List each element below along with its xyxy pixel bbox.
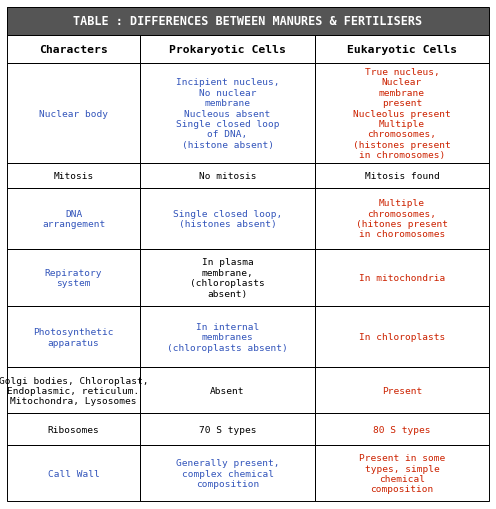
Text: Call Wall: Call Wall bbox=[48, 469, 100, 478]
Bar bbox=[315, 249, 489, 306]
Text: Multiple
chromosomes,
(hitones present
in choromosomes: Multiple chromosomes, (hitones present i… bbox=[356, 199, 448, 239]
Bar bbox=[7, 249, 140, 306]
Bar bbox=[7, 64, 140, 164]
Bar bbox=[140, 164, 315, 188]
Text: Present: Present bbox=[382, 386, 422, 395]
Bar bbox=[315, 36, 489, 64]
Bar bbox=[7, 249, 140, 306]
Text: Repiratory
system: Repiratory system bbox=[45, 268, 102, 288]
Bar bbox=[315, 306, 489, 367]
Bar bbox=[315, 64, 489, 164]
Text: Ribosomes: Ribosomes bbox=[48, 425, 100, 434]
Bar bbox=[315, 164, 489, 188]
Bar bbox=[140, 367, 315, 413]
Bar bbox=[315, 36, 489, 64]
Text: In chloroplasts: In chloroplasts bbox=[359, 333, 445, 342]
Text: No mitosis: No mitosis bbox=[199, 172, 256, 181]
Bar bbox=[315, 367, 489, 413]
Bar bbox=[315, 188, 489, 249]
Bar bbox=[7, 164, 140, 188]
Bar bbox=[7, 306, 140, 367]
Bar bbox=[140, 306, 315, 367]
Bar bbox=[140, 413, 315, 445]
Text: DNA
arrangement: DNA arrangement bbox=[42, 209, 105, 229]
Bar bbox=[315, 413, 489, 445]
Text: Mitosis: Mitosis bbox=[54, 172, 94, 181]
Text: TABLE : DIFFERENCES BETWEEN MANURES & FERTILISERS: TABLE : DIFFERENCES BETWEEN MANURES & FE… bbox=[73, 15, 423, 28]
Bar bbox=[140, 413, 315, 445]
Bar bbox=[7, 64, 140, 164]
Bar bbox=[315, 249, 489, 306]
Bar bbox=[140, 249, 315, 306]
Text: In mitochondria: In mitochondria bbox=[359, 273, 445, 282]
Text: Absent: Absent bbox=[210, 386, 245, 395]
Bar bbox=[7, 188, 140, 249]
Bar bbox=[315, 445, 489, 501]
Text: 70 S types: 70 S types bbox=[199, 425, 256, 434]
Bar bbox=[7, 445, 140, 501]
Bar bbox=[140, 188, 315, 249]
Bar bbox=[7, 367, 140, 413]
Bar bbox=[315, 413, 489, 445]
Bar bbox=[315, 306, 489, 367]
Bar bbox=[140, 64, 315, 164]
Bar bbox=[7, 445, 140, 501]
Bar bbox=[140, 64, 315, 164]
Bar bbox=[315, 445, 489, 501]
Text: Prokaryotic Cells: Prokaryotic Cells bbox=[169, 45, 286, 54]
Bar bbox=[315, 64, 489, 164]
Bar bbox=[140, 188, 315, 249]
Bar bbox=[140, 164, 315, 188]
Bar bbox=[7, 36, 140, 64]
Bar bbox=[140, 249, 315, 306]
Text: Nuclear body: Nuclear body bbox=[39, 109, 108, 119]
Bar bbox=[315, 164, 489, 188]
Text: Incipient nucleus,
No nuclear
membrane
Nucleous absent
Single closed loop
of DNA: Incipient nucleus, No nuclear membrane N… bbox=[176, 78, 279, 150]
Text: Present in some
types, simple
chemical
composition: Present in some types, simple chemical c… bbox=[359, 454, 445, 493]
Bar bbox=[140, 445, 315, 501]
Text: In plasma
membrane,
(chloroplasts
absent): In plasma membrane, (chloroplasts absent… bbox=[190, 258, 265, 298]
Text: Photosynthetic
apparatus: Photosynthetic apparatus bbox=[33, 327, 114, 347]
Text: Eukaryotic Cells: Eukaryotic Cells bbox=[347, 45, 457, 54]
Bar bbox=[140, 36, 315, 64]
Text: True nucleus,
Nuclear
membrane
present
Nucleolus present
Multiple
chromosomes,
(: True nucleus, Nuclear membrane present N… bbox=[353, 68, 451, 160]
Text: Golgi bodies, Chloroplast,
Endoplasmic, reticulum.
Mitochondra, Lysosomes: Golgi bodies, Chloroplast, Endoplasmic, … bbox=[0, 376, 148, 406]
Bar bbox=[140, 445, 315, 501]
Bar bbox=[7, 188, 140, 249]
Bar bbox=[7, 413, 140, 445]
Bar bbox=[7, 8, 489, 36]
Bar bbox=[140, 306, 315, 367]
Bar bbox=[7, 8, 489, 36]
Bar bbox=[7, 413, 140, 445]
Bar bbox=[315, 188, 489, 249]
Bar bbox=[7, 306, 140, 367]
Bar bbox=[140, 367, 315, 413]
Text: Generally present,
complex chemical
composition: Generally present, complex chemical comp… bbox=[176, 459, 279, 488]
Text: Mitosis found: Mitosis found bbox=[365, 172, 439, 181]
Text: In internal
membranes
(chloroplasts absent): In internal membranes (chloroplasts abse… bbox=[167, 322, 288, 352]
Bar bbox=[7, 367, 140, 413]
Bar bbox=[7, 164, 140, 188]
Bar bbox=[7, 36, 140, 64]
Bar bbox=[140, 36, 315, 64]
Bar bbox=[315, 367, 489, 413]
Text: 80 S types: 80 S types bbox=[373, 425, 431, 434]
Text: Single closed loop,
(histones absent): Single closed loop, (histones absent) bbox=[173, 209, 282, 229]
Text: Characters: Characters bbox=[39, 45, 108, 54]
